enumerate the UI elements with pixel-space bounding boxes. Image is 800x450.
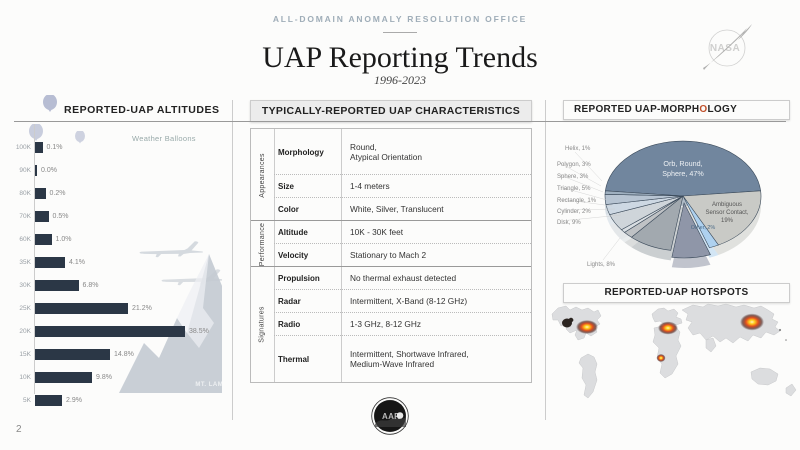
- svg-text:Sphere, 3%: Sphere, 3%: [557, 174, 589, 180]
- svg-text:NASA: NASA: [710, 43, 740, 54]
- svg-text:Polygon, 3%: Polygon, 3%: [557, 162, 591, 168]
- svg-text:Lights, 8%: Lights, 8%: [587, 262, 616, 268]
- svg-text:Rectangle, 1%: Rectangle, 1%: [557, 198, 597, 204]
- svg-text:Cylinder, 2%: Cylinder, 2%: [557, 209, 591, 215]
- svg-text:MT. LAMARCK: MT. LAMARCK: [195, 382, 222, 388]
- svg-text:Disk, 9%: Disk, 9%: [557, 220, 581, 226]
- svg-text:Triangle, 5%: Triangle, 5%: [557, 186, 591, 192]
- svg-text:Helix, 1%: Helix, 1%: [565, 146, 591, 152]
